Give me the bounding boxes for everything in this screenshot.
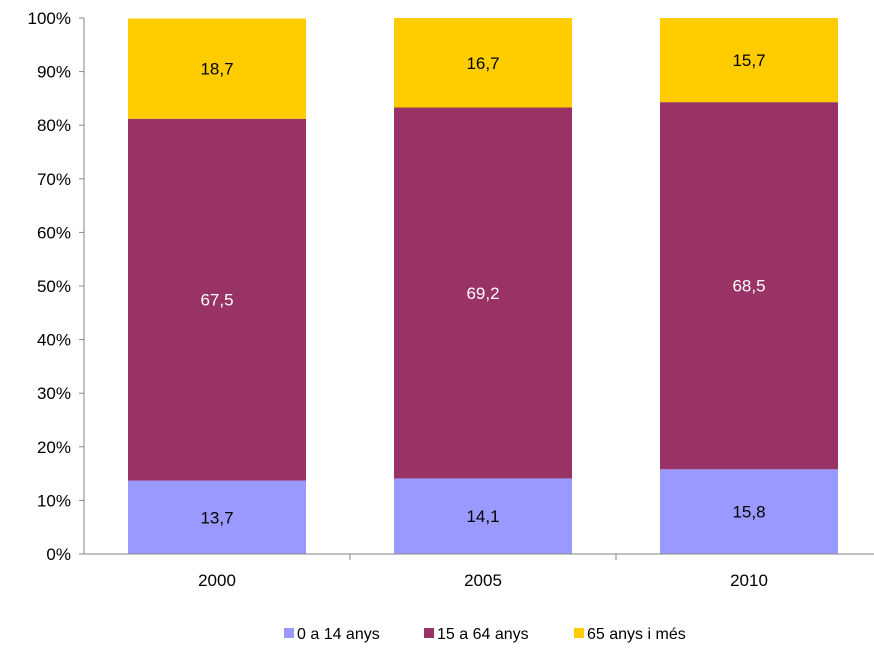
data-label: 68,5 <box>732 277 765 296</box>
bar-segment <box>660 102 838 470</box>
y-tick-label: 20% <box>37 438 71 457</box>
data-label: 15,7 <box>732 51 765 70</box>
legend: 0 a 14 anys 15 a 64 anys 65 anys i més <box>284 626 686 643</box>
x-categories-layer: 2000 2005 2010 <box>198 554 768 590</box>
bar-segment <box>394 18 572 108</box>
data-label: 15,8 <box>732 503 765 522</box>
data-labels-layer: 13,7 67,5 18,7 14,1 69,2 16,7 15,8 68,5 15,7 <box>200 51 765 527</box>
legend-swatch <box>574 628 584 638</box>
bar-segment <box>128 118 306 481</box>
bar-segment <box>128 480 306 554</box>
y-ticks-layer: 0% 10% 20% 30% 40% 50% 60% 70% 80% 90% 100% <box>28 9 84 564</box>
y-tick-label: 100% <box>28 9 71 28</box>
legend-swatch <box>424 628 434 638</box>
legend-label: 0 a 14 anys <box>297 626 380 643</box>
bar-segment <box>128 18 306 119</box>
data-label: 67,5 <box>200 291 233 310</box>
y-tick-label: 0% <box>46 545 71 564</box>
y-tick-label: 80% <box>37 116 71 135</box>
bar-segment <box>660 18 838 103</box>
legend-swatch <box>284 628 294 638</box>
y-tick-label: 10% <box>37 491 71 510</box>
x-category-label: 2000 <box>198 571 236 590</box>
y-tick-label: 30% <box>37 384 71 403</box>
y-tick-label: 50% <box>37 277 71 296</box>
data-label: 14,1 <box>466 507 499 526</box>
y-tick-label: 40% <box>37 331 71 350</box>
data-label: 13,7 <box>200 508 233 527</box>
data-label: 18,7 <box>200 60 233 79</box>
legend-label: 15 a 64 anys <box>437 626 529 643</box>
y-tick-label: 90% <box>37 63 71 82</box>
data-label: 16,7 <box>466 54 499 73</box>
legend-label: 65 anys i més <box>587 626 686 643</box>
x-category-label: 2005 <box>464 571 502 590</box>
bars-layer <box>128 18 838 554</box>
bar-segment <box>660 469 838 554</box>
bar-segment <box>394 107 572 479</box>
y-tick-label: 70% <box>37 170 71 189</box>
bar-segment <box>394 478 572 554</box>
x-category-label: 2010 <box>730 571 768 590</box>
y-tick-label: 60% <box>37 223 71 242</box>
data-label: 69,2 <box>466 284 499 303</box>
